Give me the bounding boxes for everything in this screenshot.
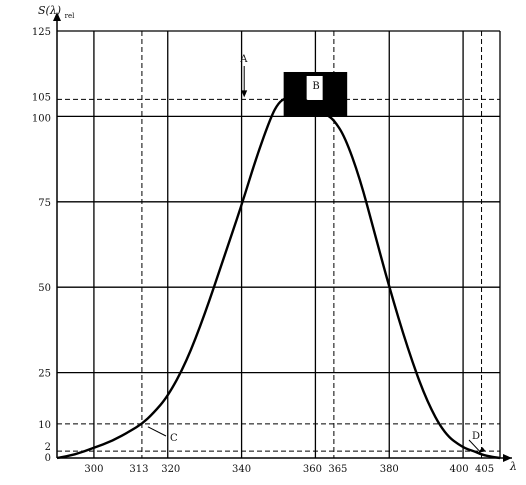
y-tick-75: 75 <box>38 198 51 209</box>
annotation-d: D <box>472 431 480 442</box>
annotation-d-arrowhead <box>477 447 486 454</box>
solid-gridlines <box>57 30 500 458</box>
x-tick-313: 313 <box>129 464 148 475</box>
annotation-c: C <box>170 433 178 444</box>
y-tick-0: 0 <box>45 453 51 464</box>
y-tick-25: 25 <box>38 369 51 380</box>
x-tick-340: 340 <box>232 464 251 475</box>
y-tick-2: 2 <box>45 442 51 453</box>
annotation-a: A <box>239 54 248 65</box>
annotation-b: B <box>312 81 319 92</box>
band-window <box>306 75 323 100</box>
x-tick-360: 360 <box>303 464 322 475</box>
marker-band-b <box>283 71 348 116</box>
annotation-a-arrowhead <box>241 90 248 98</box>
annotations: A B C D <box>147 54 486 454</box>
x-tick-380: 380 <box>380 464 399 475</box>
x-tick-300: 300 <box>84 464 103 475</box>
y-tick-50: 50 <box>38 283 51 294</box>
x-axis-arrow <box>503 454 512 462</box>
axes <box>53 12 512 462</box>
y-tick-labels: 02 10 25 50 75 100 105 125 <box>32 27 51 464</box>
y-tick-125: 125 <box>32 27 51 38</box>
dashed-gridlines <box>57 31 500 458</box>
x-tick-405: 405 <box>475 464 494 475</box>
y-tick-10: 10 <box>38 420 51 431</box>
annotation-d-leader <box>468 439 480 452</box>
x-tick-400: 400 <box>450 464 469 475</box>
y-tick-105: 105 <box>32 92 51 103</box>
x-axis-label: λ <box>509 460 517 473</box>
x-tick-320: 320 <box>161 464 180 475</box>
curve-line <box>56 95 501 460</box>
y-axis-arrow <box>53 12 61 21</box>
x-tick-365: 365 <box>328 464 347 475</box>
y-tick-100: 100 <box>32 113 51 124</box>
y-axis-label: S(λ) rel <box>38 4 75 20</box>
spectral-curve <box>56 95 501 460</box>
annotation-c-leader <box>147 426 167 437</box>
x-tick-labels: 300 313 320 340 360 365 380 400 405 <box>84 464 494 475</box>
